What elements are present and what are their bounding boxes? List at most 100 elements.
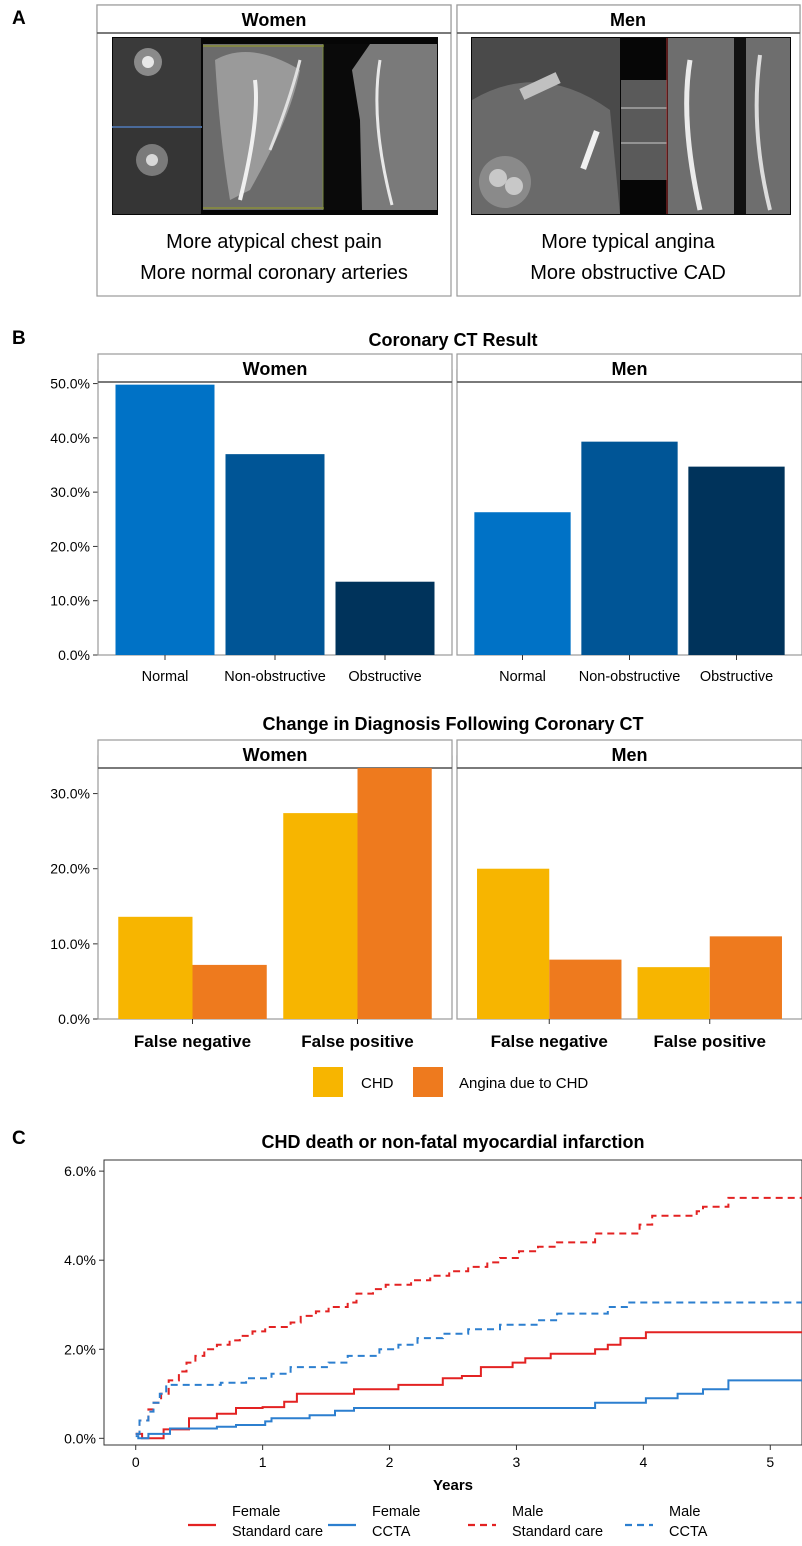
- ct-bar-women-obstructive: [335, 581, 435, 655]
- km-line-female-standard-care: [135, 1331, 802, 1440]
- ct-y-tick-label: 10.0%: [50, 593, 90, 609]
- ct-x-tick-label: Obstructive: [700, 669, 773, 685]
- cumulative-incidence-title: CHD death or non-fatal myocardial infarc…: [261, 1132, 644, 1152]
- panel-a-men: Men More typical angina More obstructive…: [456, 4, 801, 297]
- dx-x-tick-label: False negative: [134, 1032, 251, 1051]
- ct-x-tick-label: Normal: [142, 669, 189, 685]
- diagnosis-change-y-axis: 0.0% 10.0% 20.0% 30.0%: [50, 786, 98, 1027]
- ct-x-tick-label: Non-obstructive: [224, 669, 326, 685]
- ct-facet-strip: [456, 353, 802, 383]
- dx-facet-men: Men False negative False positive: [456, 739, 802, 1051]
- panel-a-women-caption-2: More normal coronary arteries: [140, 262, 408, 284]
- ct-y-tick-label: 40.0%: [50, 430, 90, 446]
- cumulative-incidence-x-label: Years: [433, 1477, 473, 1494]
- km-legend-label-line2: CCTA: [372, 1524, 411, 1540]
- ct-bar-men-obstructive: [688, 466, 785, 655]
- dx-facet-label: Women: [243, 745, 308, 765]
- dx-facet-strip: [97, 739, 453, 769]
- km-legend-label-line1: Female: [372, 1504, 420, 1520]
- km-legend-label-line1: Male: [669, 1504, 700, 1520]
- cumulative-incidence-axes: 0.0% 2.0% 4.0% 6.0% 0 1 2 3 4 5: [64, 1163, 774, 1470]
- km-x-tick-label: 4: [639, 1454, 647, 1470]
- km-x-tick-label: 2: [386, 1454, 394, 1470]
- km-line-female-ccta: [135, 1379, 802, 1440]
- km-legend-label-line1: Female: [232, 1504, 280, 1520]
- km-x-tick-label: 3: [513, 1454, 521, 1470]
- diagnosis-change-facets: Women False negative False positive Men Fals…: [97, 739, 802, 1051]
- km-legend-label-line2: CCTA: [669, 1524, 708, 1540]
- dx-legend-label-chd: CHD: [361, 1075, 394, 1092]
- dx-y-tick-label: 20.0%: [50, 861, 90, 877]
- dx-legend-label-angina-due-to-chd: Angina due to CHD: [459, 1075, 588, 1092]
- dx-bar-men-false-positive-angina-due-to-chd: [709, 936, 782, 1019]
- dx-bar-women-false-negative-angina-due-to-chd: [192, 964, 267, 1019]
- ct-bar-women-normal: [115, 384, 215, 655]
- ct-bar-men-non-obstructive: [581, 441, 678, 655]
- ct-y-tick-label: 0.0%: [58, 647, 90, 663]
- dx-bar-men-false-positive-chd: [637, 967, 710, 1019]
- km-legend-label-line2: Standard care: [232, 1524, 323, 1540]
- km-legend-label-line2: Standard care: [512, 1524, 603, 1540]
- ct-result-chart: B Coronary CT Result 0.0% 10.0% 20.0% 30.0%…: [12, 328, 802, 685]
- ct-bar-men-normal: [474, 512, 571, 655]
- panel-a-women: Women More atypical chest pain More norm…: [96, 4, 452, 297]
- panel-b-letter: B: [12, 328, 26, 349]
- diagnosis-change-chart: Change in Diagnosis Following Coronary C…: [50, 714, 802, 1097]
- ct-x-tick-label: Obstructive: [348, 669, 421, 685]
- cumulative-incidence-chart: C CHD death or non-fatal myocardial infa…: [12, 1128, 802, 1540]
- coronary-ct-image-women: [112, 37, 438, 215]
- ct-y-tick-label: 30.0%: [50, 484, 90, 500]
- cumulative-incidence-legend: Female Standard care Female CCTA Male Standar…: [188, 1504, 708, 1540]
- panel-a-men-caption-1: More typical angina: [541, 231, 715, 253]
- km-x-tick-label: 5: [766, 1454, 774, 1470]
- dx-facet-women: Women False negative False positive: [97, 739, 453, 1051]
- panel-a-men-strip-label: Men: [610, 10, 646, 30]
- panel-a-women-strip: [96, 4, 452, 34]
- cumulative-incidence-series: [135, 1196, 802, 1440]
- km-y-tick-label: 4.0%: [64, 1252, 96, 1268]
- ct-y-tick-label: 20.0%: [50, 538, 90, 554]
- ct-facet-men: Men Normal Non-obstructive Obstructive: [456, 353, 802, 685]
- dx-y-tick-label: 30.0%: [50, 786, 90, 802]
- dx-facet-label: Men: [612, 745, 648, 765]
- ct-y-tick-label: 50.0%: [50, 376, 90, 392]
- km-legend-label-line1: Male: [512, 1504, 543, 1520]
- ct-facet-strip: [97, 353, 453, 383]
- dx-bar-women-false-negative-chd: [118, 916, 193, 1019]
- km-y-tick-label: 6.0%: [64, 1163, 96, 1179]
- ct-result-y-axis: 0.0% 10.0% 20.0% 30.0% 40.0% 50.0%: [50, 376, 98, 663]
- dx-bar-men-false-negative-angina-due-to-chd: [549, 959, 622, 1019]
- km-y-tick-label: 0.0%: [64, 1430, 96, 1446]
- km-line-male-standard-care: [135, 1196, 802, 1435]
- km-x-tick-label: 0: [132, 1454, 140, 1470]
- ct-x-tick-label: Non-obstructive: [579, 669, 681, 685]
- dx-y-tick-label: 10.0%: [50, 936, 90, 952]
- dx-bar-men-false-negative-chd: [477, 868, 550, 1019]
- cumulative-incidence-frame: [103, 1159, 802, 1446]
- dx-legend-key-chd: [313, 1067, 343, 1097]
- panel-a-letter: A: [12, 8, 26, 29]
- panel-c-letter: C: [12, 1128, 26, 1149]
- diagnosis-change-legend: CHD Angina due to CHD: [313, 1067, 588, 1097]
- km-y-tick-label: 2.0%: [64, 1341, 96, 1357]
- diagnosis-change-title: Change in Diagnosis Following Coronary C…: [262, 714, 643, 734]
- panel-a-women-caption-1: More atypical chest pain: [166, 231, 382, 253]
- dx-legend-key-angina-due-to-chd: [413, 1067, 443, 1097]
- dx-x-tick-label: False negative: [491, 1032, 608, 1051]
- panel-a-men-strip: [456, 4, 801, 34]
- ct-x-tick-label: Normal: [499, 669, 546, 685]
- dx-bar-women-false-positive-chd: [283, 813, 358, 1019]
- dx-x-tick-label: False positive: [654, 1032, 766, 1051]
- dx-bar-women-false-positive-angina-due-to-chd: [357, 768, 432, 1019]
- panel-a-men-caption-2: More obstructive CAD: [530, 262, 726, 284]
- coronary-ct-image-men: [471, 37, 791, 215]
- ct-facet-label: Men: [612, 359, 648, 379]
- panel-a-women-strip-label: Women: [242, 10, 307, 30]
- ct-facet-label: Women: [243, 359, 308, 379]
- ct-result-title: Coronary CT Result: [368, 330, 537, 350]
- dx-y-tick-label: 0.0%: [58, 1011, 90, 1027]
- dx-x-tick-label: False positive: [301, 1032, 413, 1051]
- km-x-tick-label: 1: [259, 1454, 267, 1470]
